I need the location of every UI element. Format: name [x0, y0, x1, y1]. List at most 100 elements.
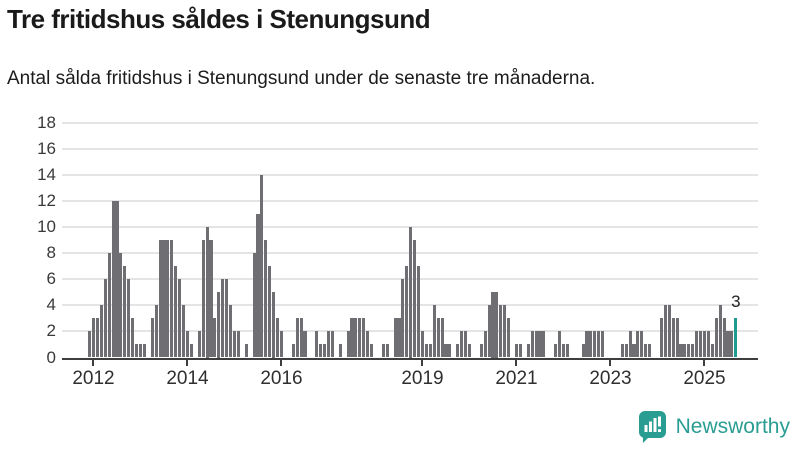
- bar: [413, 240, 417, 358]
- bar: [542, 331, 546, 358]
- bar: [534, 331, 538, 358]
- bar: [142, 344, 146, 358]
- bar: [456, 344, 460, 358]
- y-axis-label: 16: [37, 138, 56, 158]
- bar: [295, 318, 299, 358]
- bar: [679, 344, 683, 358]
- bar: [675, 318, 679, 358]
- bar: [558, 331, 562, 358]
- y-axis-label: 2: [46, 321, 56, 341]
- x-axis-tick: [186, 359, 189, 366]
- bar: [315, 331, 319, 358]
- bar: [483, 331, 487, 358]
- bar-chart: 0 2 4 6 8 10 12 14 16 18 2012 2014 2016 2019 2021 2023 2…: [0, 113, 800, 415]
- bar: [276, 318, 280, 358]
- newsworthy-logo-icon: [638, 411, 666, 443]
- bar: [154, 305, 158, 358]
- bar: [683, 344, 687, 358]
- bar: [123, 266, 127, 358]
- y-axis-label: 8: [46, 243, 56, 263]
- bar: [252, 253, 256, 358]
- bar: [99, 305, 103, 358]
- x-axis-label: 2021: [495, 367, 538, 389]
- x-axis-label: 2019: [401, 367, 444, 389]
- page-title: Tre fritidshus såldes i Stenungsund: [7, 4, 431, 34]
- bar: [417, 266, 421, 358]
- bar: [659, 318, 663, 358]
- bar: [138, 344, 143, 358]
- bar: [526, 344, 530, 358]
- bar: [185, 331, 190, 358]
- bar: [620, 344, 624, 358]
- bar: [440, 318, 444, 358]
- y-axis-label: 4: [46, 295, 56, 315]
- bar: [726, 331, 730, 358]
- bar: [718, 305, 722, 358]
- gridline: [62, 199, 758, 202]
- x-axis-tick: [92, 359, 95, 366]
- bar: [150, 318, 154, 358]
- bar: [229, 305, 233, 358]
- bar: [467, 344, 472, 358]
- bar: [236, 331, 240, 358]
- bar: [135, 344, 139, 358]
- highlight-bar: [734, 318, 738, 358]
- x-axis-line: [62, 357, 758, 360]
- x-axis-tick: [421, 359, 424, 366]
- bar: [354, 318, 358, 358]
- bar: [358, 318, 362, 358]
- bar: [503, 305, 507, 358]
- bar: [632, 344, 636, 358]
- bar: [323, 344, 327, 358]
- bar: [95, 318, 99, 358]
- bar: [326, 331, 331, 358]
- bar: [244, 344, 248, 358]
- bar: [201, 240, 205, 358]
- bar: [499, 305, 503, 358]
- bar: [640, 331, 644, 358]
- bar: [162, 240, 166, 358]
- gridline: [62, 147, 758, 150]
- brand-footer: Newsworthy: [638, 410, 790, 444]
- x-axis-tick: [609, 359, 612, 366]
- bar: [624, 344, 628, 358]
- y-axis-label: 14: [37, 164, 56, 184]
- bar: [730, 331, 734, 358]
- bar: [338, 344, 342, 358]
- bar: [671, 318, 675, 358]
- bar: [702, 331, 707, 358]
- bar: [182, 305, 186, 358]
- bar: [722, 318, 726, 358]
- bar: [636, 331, 640, 358]
- bar: [464, 331, 468, 358]
- last-value-label: 3: [731, 292, 741, 312]
- y-axis-label: 6: [46, 269, 56, 289]
- bar: [444, 344, 448, 358]
- bar: [565, 344, 569, 358]
- bar: [706, 331, 710, 358]
- bar: [385, 344, 389, 358]
- bar: [507, 318, 511, 358]
- bar: [103, 279, 107, 358]
- bar: [460, 331, 464, 358]
- bar: [178, 279, 182, 358]
- bar: [667, 305, 671, 358]
- bar: [272, 292, 276, 358]
- bar: [405, 266, 409, 358]
- bar: [409, 227, 413, 358]
- bar: [209, 240, 213, 358]
- bar: [420, 331, 425, 358]
- bar: [589, 331, 593, 358]
- bar: [174, 266, 178, 358]
- bar: [401, 279, 405, 358]
- bar: [448, 344, 452, 358]
- bar: [217, 292, 221, 358]
- bar: [601, 331, 605, 358]
- x-axis-label: 2016: [260, 367, 303, 389]
- bar: [436, 318, 440, 358]
- bar: [561, 344, 566, 358]
- x-axis-label: 2023: [589, 367, 632, 389]
- bar: [268, 266, 272, 358]
- bar: [260, 174, 264, 358]
